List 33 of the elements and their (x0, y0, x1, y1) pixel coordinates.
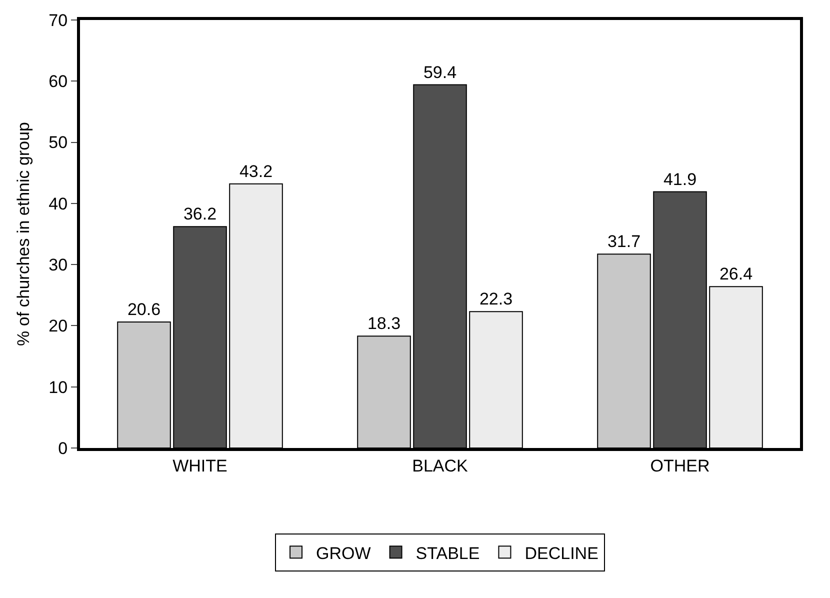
data-label: 26.4 (719, 264, 753, 284)
bar (653, 191, 707, 448)
y-tick-label: 70 (48, 10, 68, 30)
x-tick-label: BLACK (412, 456, 469, 476)
y-tick-label: 40 (48, 194, 68, 214)
data-label: 31.7 (607, 232, 641, 252)
legend-label: GROW (316, 544, 371, 563)
y-axis-title: % of churches in ethnic group (14, 122, 34, 346)
x-tick-label: OTHER (650, 456, 710, 476)
y-tick-label: 20 (48, 316, 68, 336)
y-tick-label: 0 (58, 438, 68, 458)
bar (413, 84, 467, 448)
data-label: 18.3 (367, 314, 401, 334)
y-tick-label: 60 (48, 72, 68, 92)
data-label: 22.3 (479, 290, 513, 309)
y-tick-label: 50 (48, 133, 68, 152)
bar (173, 226, 227, 448)
data-label: 36.2 (183, 204, 217, 224)
bar (117, 322, 171, 448)
legend-label: DECLINE (524, 544, 598, 563)
data-label: 41.9 (663, 170, 697, 189)
x-tick-label: WHITE (172, 456, 228, 476)
bar (229, 183, 283, 448)
y-tick-label: 10 (48, 378, 68, 397)
data-label: 20.6 (127, 300, 161, 320)
bar (597, 254, 651, 448)
bar (357, 336, 411, 448)
bar (709, 286, 763, 448)
data-label: 59.4 (423, 62, 457, 82)
bar (469, 311, 523, 448)
y-tick-label: 30 (48, 256, 68, 275)
data-label: 43.2 (239, 162, 273, 181)
legend-label: STABLE (416, 544, 480, 563)
